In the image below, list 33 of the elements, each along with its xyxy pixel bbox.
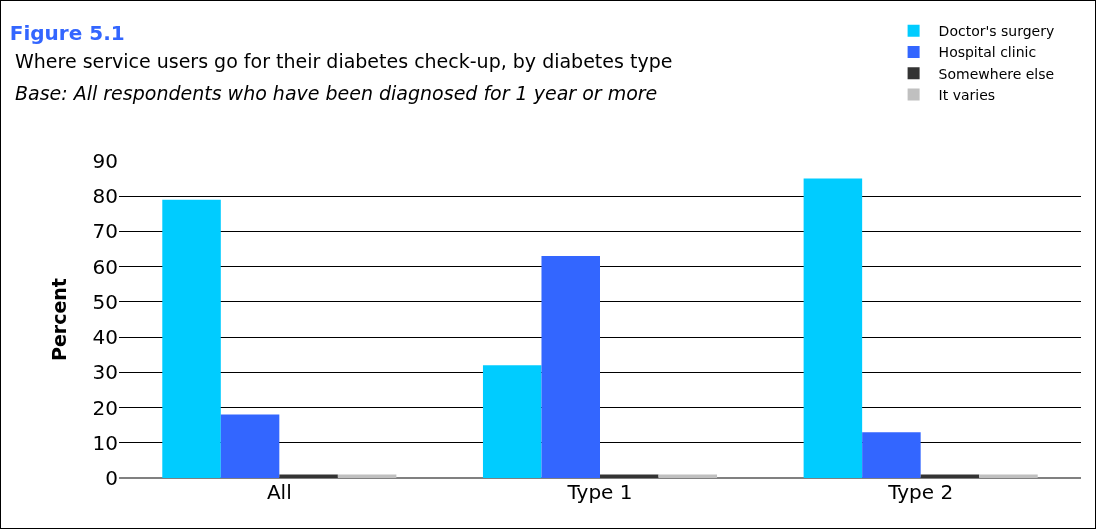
bar bbox=[162, 199, 221, 478]
bar bbox=[920, 474, 980, 478]
legend-label: It varies bbox=[938, 86, 996, 103]
y-tick-label: 80 bbox=[92, 184, 118, 209]
y-tick-label: 0 bbox=[105, 466, 118, 490]
bar bbox=[541, 256, 600, 478]
chart-subtitle: Where service users go for their diabetes check-up, by diabetes type bbox=[15, 50, 673, 72]
y-tick-label: 40 bbox=[92, 325, 118, 350]
y-axis-title: Percent bbox=[48, 278, 71, 361]
y-tick-label: 90 bbox=[92, 149, 118, 173]
bar bbox=[482, 365, 542, 478]
bar bbox=[337, 474, 397, 478]
bar bbox=[600, 474, 659, 478]
bar bbox=[803, 178, 863, 478]
text: Base: All respondents who have been diagnosed for 1 year or more bbox=[15, 82, 658, 104]
legend-label: Somewhere else bbox=[938, 65, 1055, 82]
y-tick-label: 60 bbox=[92, 254, 118, 279]
x-tick-label: All bbox=[266, 480, 292, 504]
bar bbox=[220, 414, 280, 478]
x-tick-label: Type 2 bbox=[887, 480, 954, 504]
chart-title: Figure 5.1 bbox=[9, 20, 125, 45]
y-tick-label: 50 bbox=[92, 289, 118, 314]
y-tick-label: 30 bbox=[92, 360, 118, 385]
bar bbox=[862, 432, 921, 478]
y-tick-label: 10 bbox=[92, 430, 118, 455]
legend-label: Hospital clinic bbox=[938, 44, 1037, 61]
y-tick-label: 70 bbox=[92, 219, 118, 244]
bar bbox=[979, 474, 1038, 478]
legend-label: Doctor's surgery bbox=[938, 23, 1055, 40]
y-tick-label: 20 bbox=[92, 395, 118, 420]
bar bbox=[279, 474, 338, 478]
x-tick-label: Type 1 bbox=[566, 480, 633, 504]
bar bbox=[658, 474, 718, 478]
